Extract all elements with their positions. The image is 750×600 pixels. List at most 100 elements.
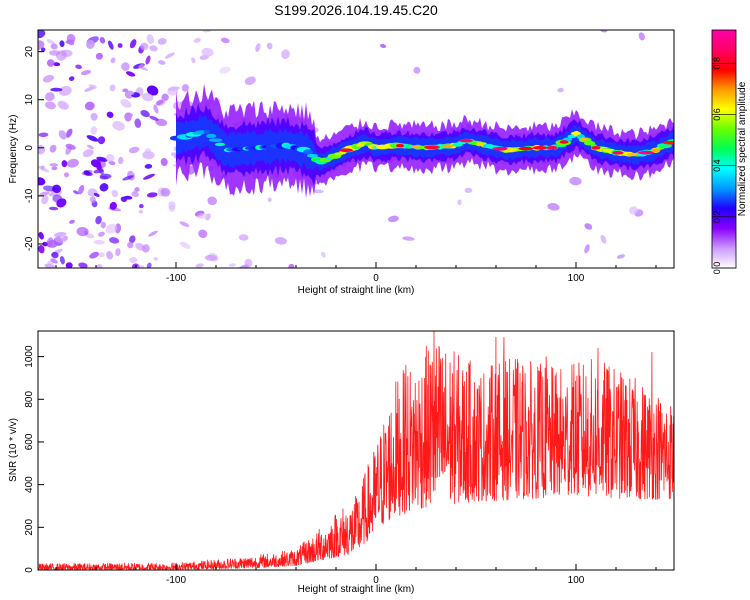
y-tick-label: -10 [24,188,35,203]
heatmap-cell [46,240,58,248]
heatmap-cell [53,62,61,67]
ridge-peak [476,142,484,146]
heatmap-cell [117,43,123,48]
heatmap-cell [59,255,65,265]
heatmap-cell [160,187,171,197]
heatmap-cell [584,244,590,254]
heatmap-cell [160,157,168,167]
heatmap-cell [168,204,175,212]
spectrogram-x-label: Height of straight line (km) [298,285,415,296]
ridge-peak [356,143,364,147]
heatmap-cell [58,130,67,140]
heatmap-cell [144,148,152,154]
heatmap-cell [85,233,95,239]
heatmap-cell [52,194,63,203]
heatmap-cell [149,45,158,52]
heatmap-cell [110,57,116,64]
heatmap-cell [78,262,88,268]
heatmap-cell [99,36,106,44]
heatmap-cell [228,263,237,267]
heatmap-cell [118,156,124,165]
heatmap-cell [40,165,45,170]
heatmap-cell [122,88,129,93]
heatmap-cell [379,43,387,49]
heatmap-cell [68,76,75,81]
ridge-peak [411,145,421,149]
heatmap-cell [89,251,100,259]
heatmap-cell [138,63,145,69]
heatmap-cell [52,184,62,194]
heatmap-cell [65,143,76,150]
spectrogram-x-ticks: -100 0 100 [55,262,657,284]
ridge-peak [559,140,569,144]
ridge-peak [602,148,610,152]
snr-y-ticks: 0 200 400 600 800 1000 [24,345,44,573]
heatmap-cell [569,176,582,186]
heatmap-cell [84,101,95,111]
heatmap-cell [93,239,105,245]
heatmap-cell [86,39,95,49]
heatmap-cell [45,92,55,102]
heatmap-cell [58,85,72,96]
heatmap-cell [140,110,150,118]
heatmap-cell [76,226,89,237]
heatmap-cell [98,158,105,162]
heatmap-cell [105,223,118,234]
heatmap-cell [266,42,273,50]
heatmap-cell [111,189,119,198]
y-tick-label: 20 [24,46,35,58]
colorbar: 0.0 0.2 0.4 0.6 0.8 Normalized spectral ampl… [711,29,748,274]
y-tick-label: 10 [24,94,35,106]
ridge-peak [626,152,638,157]
heatmap-cell [65,39,74,44]
heatmap-cell [146,192,158,198]
heatmap-cell [155,99,164,106]
y-tick-label: 600 [24,433,35,450]
heatmap-cell [584,223,593,230]
ridge-cell [206,133,217,139]
heatmap-cell [146,34,155,44]
heatmap-cell [89,196,96,203]
heatmap-cell [255,43,261,52]
ridge-peak [591,146,601,150]
heatmap-cell [49,144,57,153]
heatmap-cell [93,169,104,174]
spectrogram-y-label: Frequency (Hz) [8,115,19,184]
x-tick-label: 100 [568,273,585,284]
heatmap-cell [179,221,190,228]
ridge-cell [203,129,210,134]
heatmap-cell [629,206,638,215]
heatmap-cell [42,241,48,247]
heatmap-cell [136,264,144,268]
heatmap-cell [65,262,73,268]
snr-frame [37,330,675,571]
heatmap-cell [288,263,295,268]
heatmap-cell [120,99,132,108]
ridge-peak [570,131,582,135]
heatmap-cell [108,237,120,244]
heatmap-cell [95,215,102,225]
heatmap-cell [108,40,114,50]
heatmap-cell [135,242,146,251]
heatmap-cell [44,263,55,268]
heatmap-cell [50,87,63,92]
ridge-peak [580,137,588,141]
heatmap-cell [80,70,92,76]
heatmap-cell [167,86,179,96]
heatmap-cell [138,209,143,214]
ridge-peak [442,144,454,148]
spectral-ridge [170,83,674,199]
heatmap-cell [78,184,85,195]
heatmap-cell [50,258,58,264]
heatmap-cell [46,39,55,45]
x-tick-label: -100 [166,273,186,284]
heatmap-cell [413,66,421,74]
heatmap-cell [109,84,116,92]
heatmap-cell [547,203,560,211]
heatmap-cell [181,84,190,92]
heatmap-cell [49,163,58,167]
ridge-band [176,113,674,171]
heatmap-cell [38,132,49,138]
heatmap-cell [148,230,158,237]
